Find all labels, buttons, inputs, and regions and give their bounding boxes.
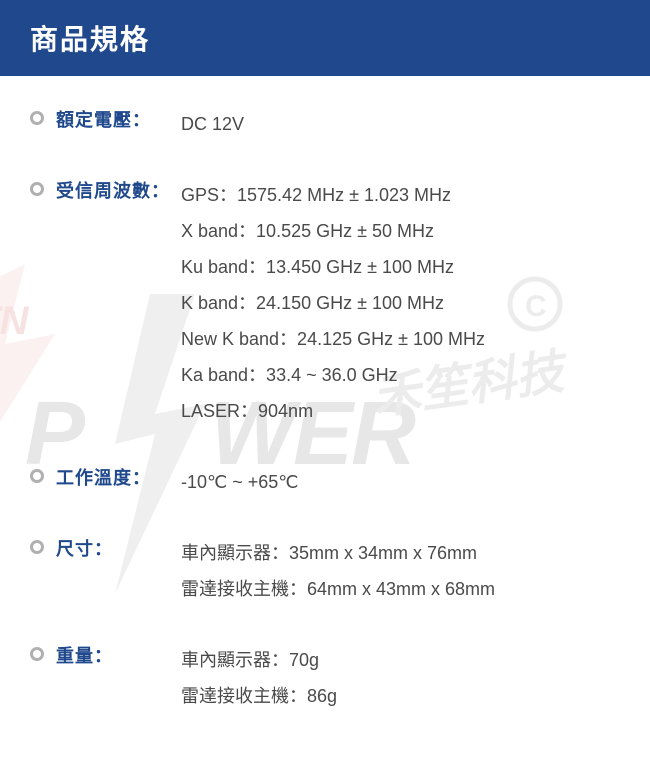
- spec-values: -10℃ ~ +65℃: [181, 464, 299, 500]
- spec-value: GPS：1575.42 MHz ± 1.023 MHz: [181, 177, 485, 213]
- spec-values: 車內顯示器：70g 雷達接收主機：86g: [181, 642, 337, 714]
- bullet-icon: [30, 540, 44, 554]
- spec-value: 車內顯示器：70g: [181, 642, 337, 678]
- bullet-icon: [30, 111, 44, 125]
- spec-value: 車內顯示器：35mm x 34mm x 76mm: [181, 535, 495, 571]
- spec-row: 受信周波數： GPS：1575.42 MHz ± 1.023 MHz X ban…: [30, 177, 620, 429]
- content: 額定電壓： DC 12V 受信周波數： GPS：1575.42 MHz ± 1.…: [0, 76, 650, 769]
- spec-row: 工作溫度： -10℃ ~ +65℃: [30, 464, 620, 500]
- spec-value: DC 12V: [181, 106, 244, 142]
- spec-value: X band：10.525 GHz ± 50 MHz: [181, 213, 485, 249]
- spec-row: 額定電壓： DC 12V: [30, 106, 620, 142]
- spec-label: 重量：: [56, 642, 181, 668]
- spec-label: 額定電壓：: [56, 106, 181, 132]
- spec-value: Ka band：33.4 ~ 36.0 GHz: [181, 357, 485, 393]
- header-title: 商品規格: [30, 24, 150, 55]
- spec-value: New K band：24.125 GHz ± 100 MHz: [181, 321, 485, 357]
- spec-value: K band：24.150 GHz ± 100 MHz: [181, 285, 485, 321]
- spec-value: LASER：904nm: [181, 393, 485, 429]
- spec-value: 雷達接收主機：86g: [181, 678, 337, 714]
- spec-row: 尺寸： 車內顯示器：35mm x 34mm x 76mm 雷達接收主機：64mm…: [30, 535, 620, 607]
- spec-value: 雷達接收主機：64mm x 43mm x 68mm: [181, 571, 495, 607]
- bullet-icon: [30, 182, 44, 196]
- header: 商品規格: [0, 0, 650, 76]
- bullet-icon: [30, 647, 44, 661]
- spec-value: -10℃ ~ +65℃: [181, 464, 299, 500]
- spec-label: 尺寸：: [56, 535, 181, 561]
- spec-values: GPS：1575.42 MHz ± 1.023 MHz X band：10.52…: [181, 177, 485, 429]
- spec-values: 車內顯示器：35mm x 34mm x 76mm 雷達接收主機：64mm x 4…: [181, 535, 495, 607]
- spec-value: Ku band：13.450 GHz ± 100 MHz: [181, 249, 485, 285]
- spec-label: 工作溫度：: [56, 464, 181, 490]
- spec-values: DC 12V: [181, 106, 244, 142]
- spec-label: 受信周波數：: [56, 177, 181, 203]
- bullet-icon: [30, 469, 44, 483]
- spec-row: 重量： 車內顯示器：70g 雷達接收主機：86g: [30, 642, 620, 714]
